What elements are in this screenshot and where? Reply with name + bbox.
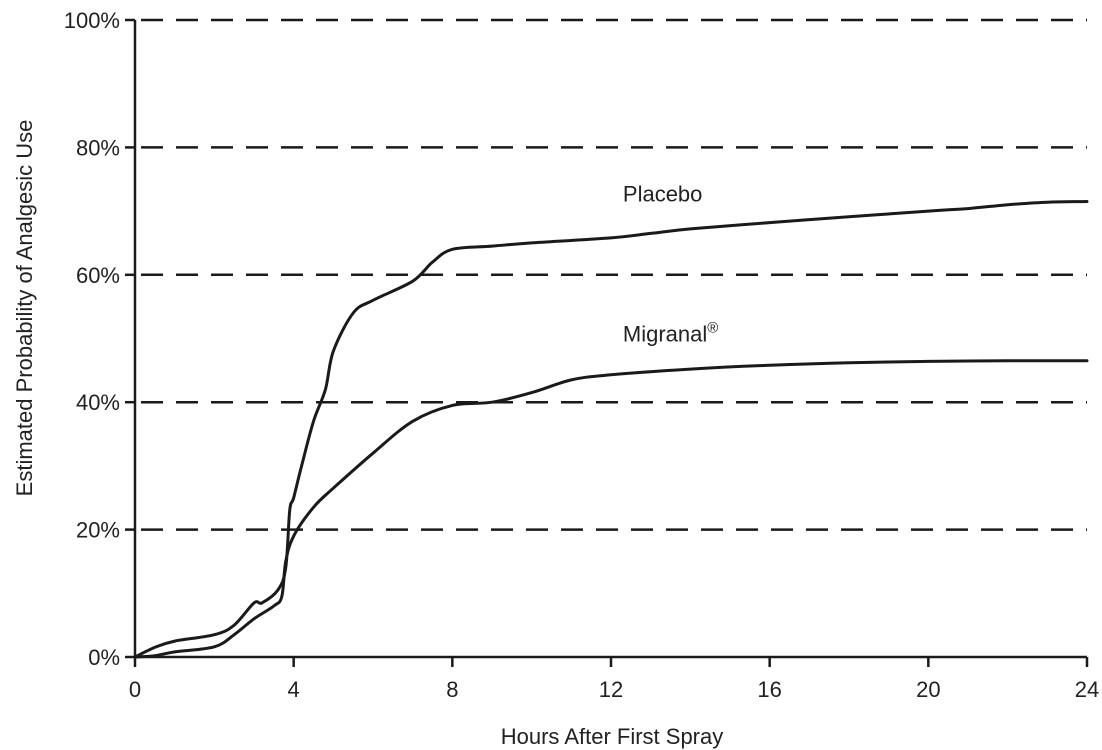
y-tick-label: 0% xyxy=(88,645,120,670)
x-tick-label: 4 xyxy=(288,677,300,702)
grid-lines xyxy=(141,18,1087,531)
series-line-migranal xyxy=(133,359,1089,659)
tick-labels: 0% 20% 40% 60% 80% 100% 0 4 8 12 16 20 24 xyxy=(64,8,1100,702)
x-axis-title: Hours After First Spray xyxy=(501,724,724,749)
x-tick-label: 12 xyxy=(599,677,623,702)
x-tick-label: 20 xyxy=(916,677,940,702)
x-tick-label: 24 xyxy=(1075,677,1099,702)
series-line-placebo xyxy=(133,200,1089,659)
y-tick-label: 40% xyxy=(76,390,120,415)
y-tick-label: 80% xyxy=(76,135,120,160)
axes xyxy=(125,18,1089,667)
y-tick-label: 20% xyxy=(76,518,120,543)
x-tick-label: 8 xyxy=(446,677,458,702)
y-axis-title: Estimated Probability of Analgesic Use xyxy=(12,120,37,497)
series-label-migranal: Migranal® xyxy=(623,320,718,347)
y-tick-label: 60% xyxy=(76,263,120,288)
x-tick-label: 16 xyxy=(757,677,781,702)
y-tick-label: 100% xyxy=(64,8,120,33)
series-label-placebo: Placebo xyxy=(623,182,703,207)
x-tick-label: 0 xyxy=(129,677,141,702)
annotations: Placebo Migranal® xyxy=(623,182,718,347)
series-lines xyxy=(133,200,1089,659)
